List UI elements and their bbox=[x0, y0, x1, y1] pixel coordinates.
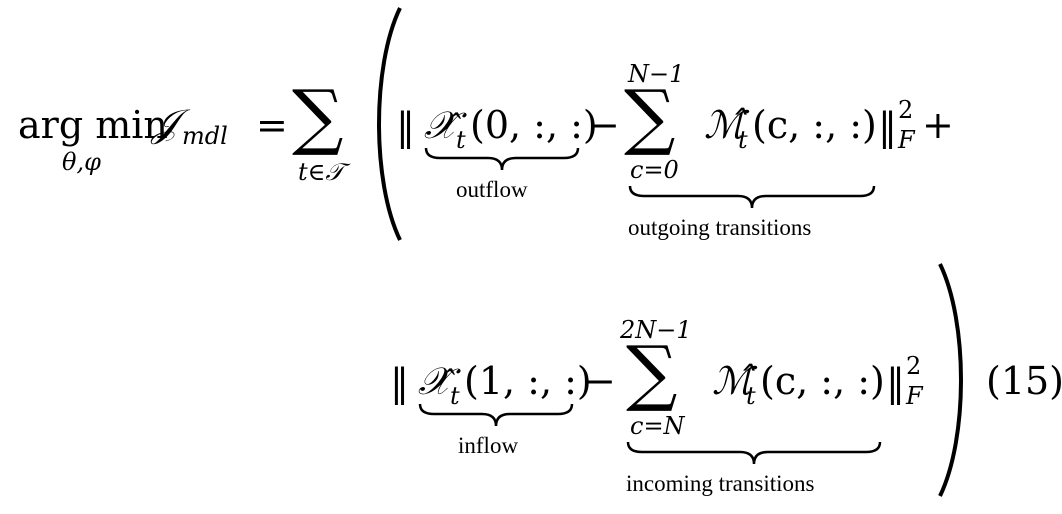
norm-open-1: ‖ bbox=[396, 105, 415, 149]
m-sub-1: t bbox=[738, 126, 748, 154]
sum1-upper: N−1 bbox=[628, 60, 685, 88]
m-hat-2: ℳ̂ bbox=[712, 359, 753, 403]
sum2-upper: 2N−1 bbox=[620, 316, 692, 344]
m-hat-1: ℳ̂ bbox=[704, 103, 745, 147]
minus-2: − bbox=[584, 359, 616, 403]
m-args-1: (c, :, :) bbox=[752, 103, 877, 147]
minus-1: − bbox=[588, 103, 620, 147]
argmin-subscript: θ,φ bbox=[62, 148, 101, 176]
label-inflow: inflow bbox=[458, 433, 519, 458]
underbrace-inflow bbox=[418, 403, 574, 427]
underbrace-incoming bbox=[626, 441, 882, 465]
norm-sup-2: 2 bbox=[906, 352, 922, 380]
label-outflow: outflow bbox=[456, 177, 528, 202]
objective-symbol: 𝒥 bbox=[152, 101, 179, 145]
left-big-paren bbox=[377, 7, 402, 241]
argmin-operator: arg min bbox=[18, 103, 168, 147]
sum2-symbol: ∑ bbox=[626, 330, 678, 414]
label-outgoing-transitions: outgoing transitions bbox=[628, 215, 812, 240]
x-args-2: (1, :, :) bbox=[464, 359, 592, 403]
x-args-1: (0, :, :) bbox=[470, 103, 598, 147]
x-hat-2: 𝒳̂ bbox=[418, 359, 451, 403]
label-incoming-transitions: incoming transitions bbox=[626, 471, 815, 496]
outer-sum-lower: t∈𝒯 bbox=[298, 158, 344, 186]
sum1-lower: c=0 bbox=[630, 156, 679, 184]
plus-1: + bbox=[922, 103, 954, 147]
norm-close-2: ‖ bbox=[886, 361, 905, 405]
norm-close-1: ‖ bbox=[878, 105, 897, 149]
equals-sign: = bbox=[256, 103, 288, 147]
sum1-symbol: ∑ bbox=[624, 74, 676, 158]
m-sub-2: t bbox=[746, 382, 756, 410]
outer-sum-symbol: ∑ bbox=[292, 74, 344, 158]
norm-open-2: ‖ bbox=[390, 361, 409, 405]
underbrace-outgoing bbox=[628, 185, 876, 209]
x-sub-1: t bbox=[456, 126, 466, 154]
norm-sup-1: 2 bbox=[898, 96, 914, 124]
objective-subscript: mdl bbox=[182, 122, 228, 150]
norm-sub-1: F bbox=[898, 126, 915, 154]
norm-sub-2: F bbox=[906, 382, 923, 410]
right-big-paren bbox=[938, 263, 963, 497]
m-args-2: (c, :, :) bbox=[760, 359, 885, 403]
x-hat-1: 𝒳̂ bbox=[424, 103, 457, 147]
underbrace-outflow bbox=[424, 147, 580, 171]
equation-number: (15) bbox=[986, 359, 1062, 403]
sum2-lower: c=N bbox=[630, 412, 685, 440]
x-sub-2: t bbox=[450, 382, 460, 410]
